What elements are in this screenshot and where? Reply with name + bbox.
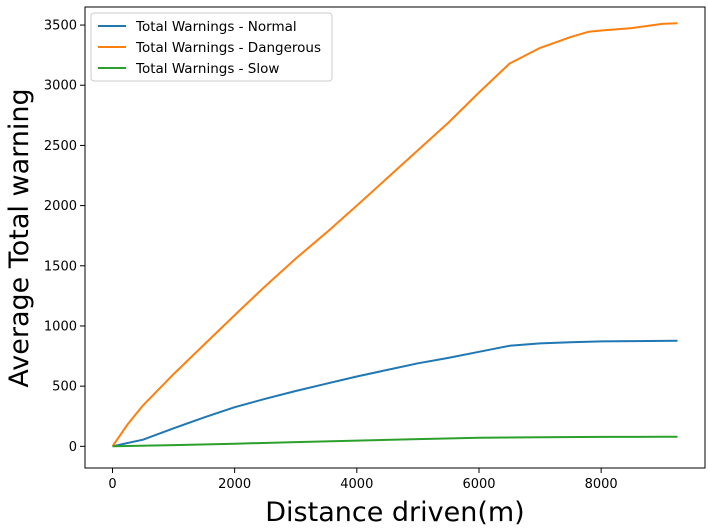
- legend-label-normal: Total Warnings - Normal: [135, 19, 297, 35]
- series-line-0: [112, 339, 678, 448]
- legend-label-slow: Total Warnings - Slow: [135, 61, 279, 77]
- y-tick-label: 3500: [44, 19, 77, 34]
- series-lines: [111, 22, 678, 448]
- y-tick-label: 1000: [44, 319, 77, 334]
- plot-frame: [84, 6, 706, 469]
- y-tick-label: 500: [52, 380, 77, 395]
- x-tick-label: 6000: [462, 477, 495, 492]
- x-tick-label: 2000: [218, 477, 251, 492]
- series-line-1: [111, 22, 678, 447]
- x-tick-label: 0: [108, 477, 116, 492]
- legend: Total Warnings - Normal Total Warnings -…: [90, 12, 333, 82]
- legend-label-dangerous: Total Warnings - Dangerous: [135, 40, 321, 56]
- x-tick-label: 4000: [340, 477, 373, 492]
- y-tick-label: 1500: [44, 259, 77, 274]
- y-axis-ticks: 0 500 1000 1500 2000 2500 3000 3500: [44, 19, 85, 455]
- x-axis-ticks: 0 2000 4000 6000 8000: [108, 468, 618, 492]
- series-line-2: [112, 435, 678, 448]
- y-tick-label: 0: [69, 440, 77, 455]
- y-tick-label: 3000: [44, 79, 77, 94]
- y-tick-label: 2500: [44, 139, 77, 154]
- legend-box: [90, 12, 333, 82]
- y-tick-label: 2000: [44, 199, 77, 214]
- y-axis-title: Average Total warning: [4, 88, 35, 387]
- x-tick-label: 8000: [585, 477, 618, 492]
- x-axis-title: Distance driven(m): [265, 497, 524, 528]
